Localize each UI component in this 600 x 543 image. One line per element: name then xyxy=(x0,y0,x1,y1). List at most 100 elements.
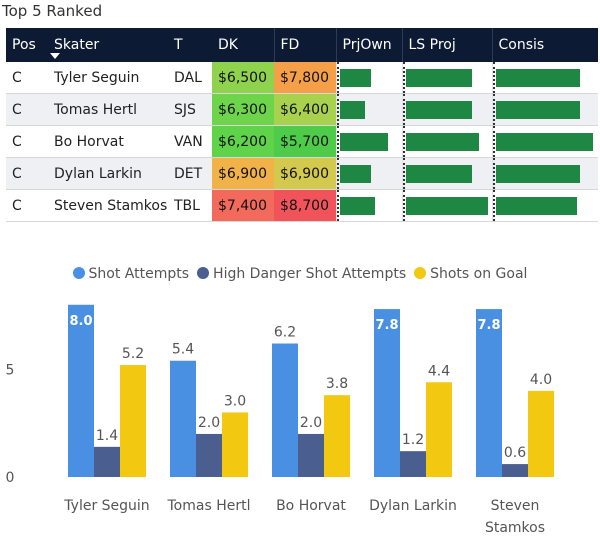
cell-fd-salary: $6,400 xyxy=(274,93,336,126)
data-label: 2.0 xyxy=(198,415,220,431)
table-row[interactable]: C Tomas Hertl SJS $6,300 $6,400 xyxy=(6,93,598,126)
header-fd[interactable]: FD xyxy=(273,28,336,62)
header-lsproj[interactable]: LS Proj xyxy=(401,28,492,62)
consis-data-bar xyxy=(495,197,577,215)
consis-data-bar xyxy=(495,165,580,183)
chart-legend: Shot Attempts High Danger Shot Attempts Sh… xyxy=(0,266,600,282)
data-bar xyxy=(272,343,298,477)
data-bar xyxy=(170,360,196,477)
data-label: 3.0 xyxy=(224,393,246,409)
data-label: 1.4 xyxy=(96,428,118,444)
cell-skater: Dylan Larkin xyxy=(48,157,168,190)
data-bar xyxy=(374,309,400,477)
cell-prjown xyxy=(335,125,402,158)
cell-prjown xyxy=(335,93,402,126)
data-label: 6.2 xyxy=(274,325,296,341)
cell-lsproj xyxy=(401,189,492,222)
y-tick-label: 5 xyxy=(6,362,15,378)
data-bar xyxy=(502,464,528,477)
cell-consis xyxy=(491,157,598,190)
lsproj-data-bar xyxy=(405,69,472,87)
cell-team: TBL xyxy=(168,189,212,222)
legend-label: Shots on Goal xyxy=(430,266,528,282)
header-skater-label: Skater xyxy=(54,37,100,53)
legend-item[interactable]: Shots on Goal xyxy=(414,266,527,282)
data-label: 7.8 xyxy=(477,318,500,333)
data-bar xyxy=(476,309,502,477)
legend-swatch xyxy=(197,267,210,279)
prjown-data-bar xyxy=(339,69,371,87)
cell-dk-salary: $6,300 xyxy=(212,93,274,126)
data-bar xyxy=(298,433,324,477)
prjown-data-bar xyxy=(339,197,375,215)
lsproj-data-bar xyxy=(405,101,472,119)
bar-baseline xyxy=(493,158,495,189)
cell-dk-salary: $6,200 xyxy=(212,125,274,158)
cell-fd-salary: $5,700 xyxy=(274,125,336,158)
consis-data-bar xyxy=(495,101,580,119)
data-bar xyxy=(68,304,94,477)
cell-lsproj xyxy=(401,62,492,94)
x-tick-label: Stamkos xyxy=(485,520,545,536)
legend-item[interactable]: Shot Attempts xyxy=(72,266,189,282)
header-prjown[interactable]: PrjOwn xyxy=(335,28,402,62)
data-bar xyxy=(196,433,222,477)
header-team[interactable]: T xyxy=(168,28,212,62)
data-label: 2.0 xyxy=(300,415,322,431)
bar-baseline xyxy=(403,158,405,189)
x-tick-label: Bo Horvat xyxy=(276,498,346,514)
cell-fd-salary: $6,900 xyxy=(274,157,336,190)
table-row[interactable]: C Dylan Larkin DET $6,900 $6,900 xyxy=(6,157,598,190)
cell-consis xyxy=(491,125,598,158)
y-tick-label: 0 xyxy=(6,470,15,486)
bar-baseline xyxy=(337,126,339,157)
data-label: 7.8 xyxy=(375,318,398,333)
header-skater[interactable]: Skater xyxy=(48,28,168,62)
page-title: Top 5 Ranked xyxy=(2,2,103,20)
table-row[interactable]: C Tyler Seguin DAL $6,500 $7,800 xyxy=(6,62,598,94)
consis-data-bar xyxy=(495,69,580,87)
cell-consis xyxy=(491,189,598,222)
data-label: 4.4 xyxy=(428,363,450,379)
bar-baseline xyxy=(493,62,495,93)
x-tick-label: Steven xyxy=(491,498,540,514)
header-pos[interactable]: Pos xyxy=(6,28,48,62)
legend-swatch xyxy=(72,267,85,279)
bar-baseline xyxy=(337,158,339,189)
cell-skater: Tomas Hertl xyxy=(48,93,168,126)
table-header-row: Pos Skater T DK FD PrjOwn LS Proj Consis xyxy=(6,28,598,62)
cell-prjown xyxy=(335,62,402,94)
prjown-data-bar xyxy=(339,133,388,151)
cell-lsproj xyxy=(401,125,492,158)
cell-dk-salary: $7,400 xyxy=(212,189,274,222)
data-label: 1.2 xyxy=(402,432,424,448)
cell-dk-salary: $6,900 xyxy=(212,157,274,190)
cell-team: DAL xyxy=(168,62,212,94)
cell-team: DET xyxy=(168,157,212,190)
cell-lsproj xyxy=(401,93,492,126)
table-row[interactable]: C Bo Horvat VAN $6,200 $5,700 xyxy=(6,125,598,158)
x-tick-label: Dylan Larkin xyxy=(369,498,457,514)
lsproj-data-bar xyxy=(405,133,479,151)
cell-consis xyxy=(491,93,598,126)
data-bar xyxy=(324,395,350,477)
data-bar xyxy=(120,365,146,477)
data-bar xyxy=(528,390,554,477)
bar-baseline xyxy=(493,126,495,157)
bar-baseline xyxy=(493,94,495,125)
cell-skater: Bo Horvat xyxy=(48,125,168,158)
cell-team: VAN xyxy=(168,125,212,158)
data-bar xyxy=(222,412,248,477)
cell-consis xyxy=(491,62,598,94)
header-consis[interactable]: Consis xyxy=(491,28,598,62)
table-row[interactable]: C Steven Stamkos TBL $7,400 $8,700 xyxy=(6,189,598,222)
top-ranked-table: Pos Skater T DK FD PrjOwn LS Proj Consis… xyxy=(6,28,598,222)
bar-baseline xyxy=(403,62,405,93)
cell-fd-salary: $7,800 xyxy=(274,62,336,94)
cell-fd-salary: $8,700 xyxy=(274,189,336,222)
data-label: 5.4 xyxy=(172,342,194,358)
legend-item[interactable]: High Danger Shot Attempts xyxy=(197,266,406,282)
cell-skater: Steven Stamkos xyxy=(48,189,168,222)
header-dk[interactable]: DK xyxy=(212,28,274,62)
data-label: 8.0 xyxy=(69,314,92,329)
